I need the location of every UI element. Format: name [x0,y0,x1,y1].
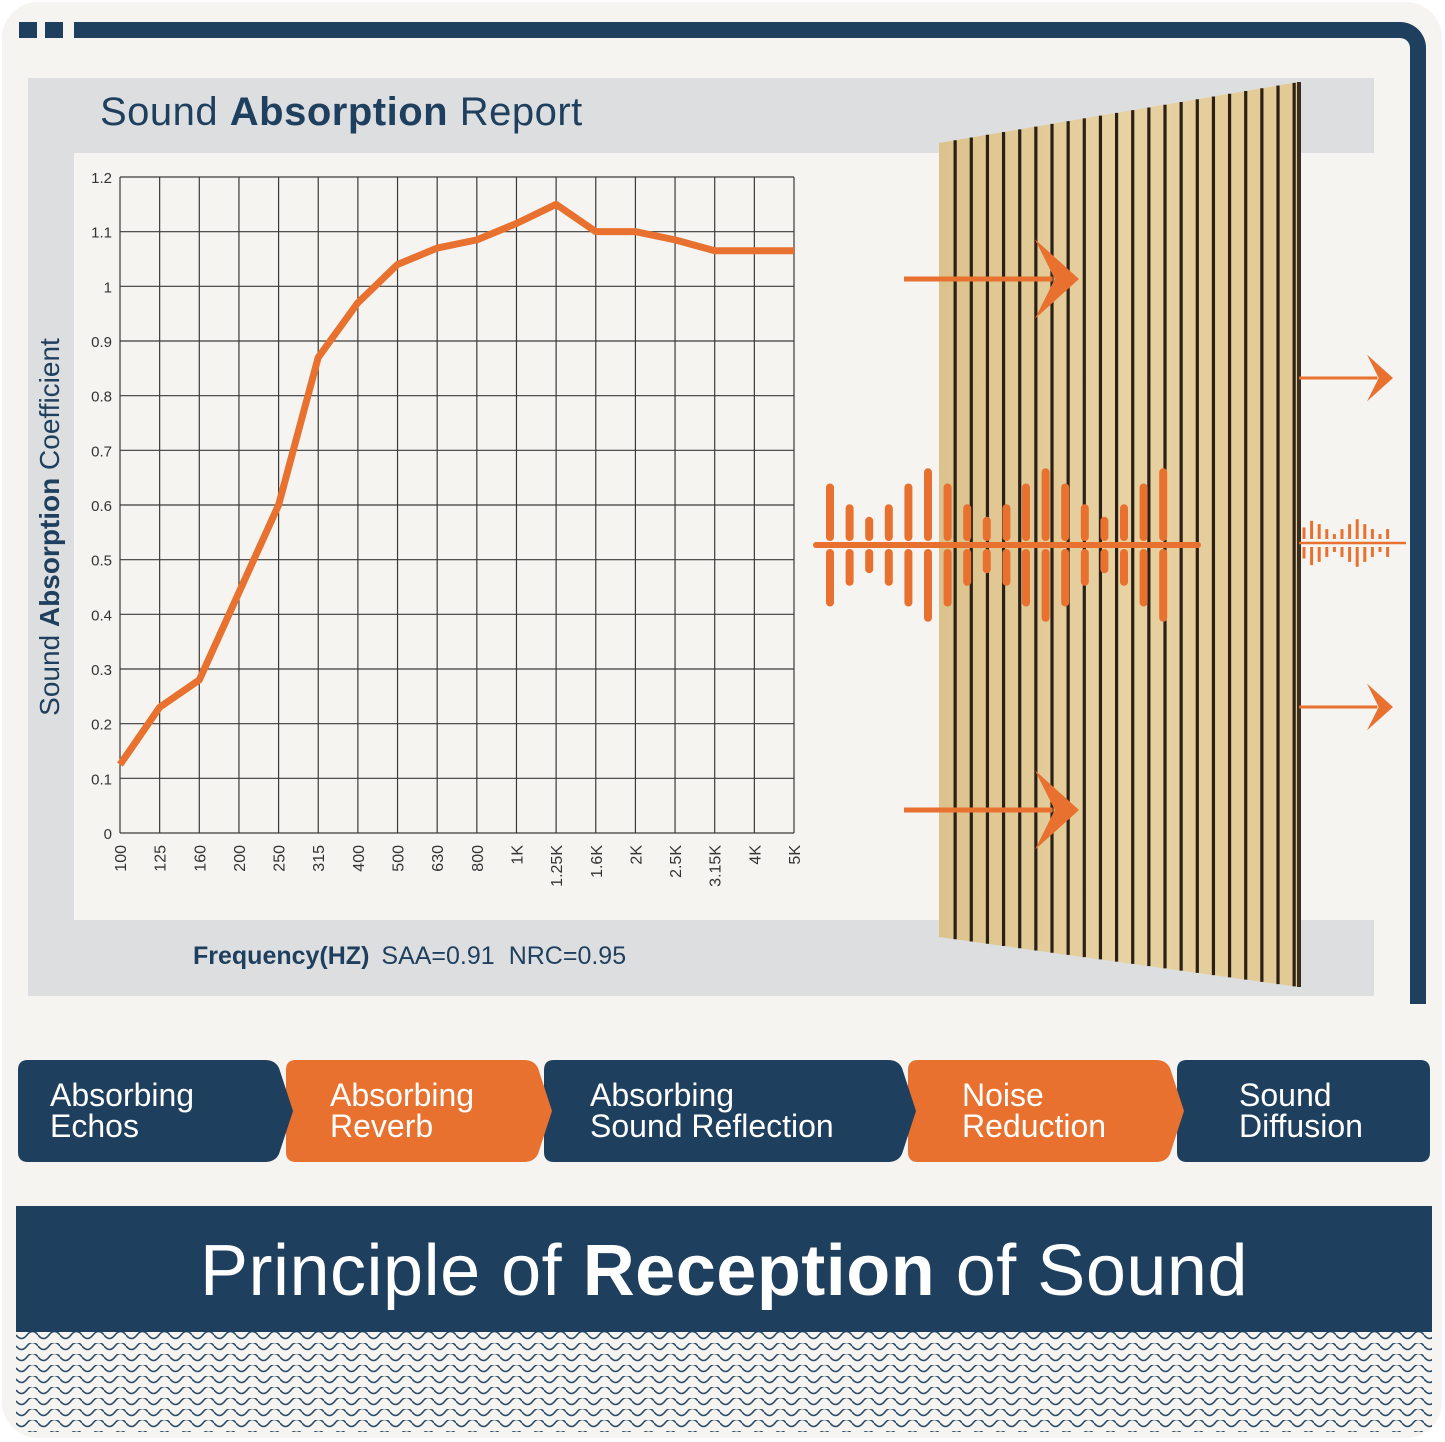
acoustic-panel-illustration [813,82,1406,987]
y-tick-label: 1.1 [91,225,112,242]
outgoing-arrow-icon [1299,683,1393,731]
chart-grid [119,176,795,834]
x-tick-label: 630 [430,845,447,872]
tag-shape [908,1060,1184,1162]
feature-tag-absorbing-sound-reflection[interactable]: Absorbing Sound Reflection [544,1060,916,1162]
x-tick-label: 500 [391,845,408,872]
top-bar-square [45,22,63,38]
y-tick-label: 1 [104,279,112,296]
x-tick-label: 5K [787,845,804,865]
feature-tag-absorbing-reverb[interactable]: Absorbing Reverb [286,1060,552,1162]
x-tick-label: 1.25K [549,845,566,887]
x-tick-label: 125 [153,845,170,872]
x-tick-label: 250 [272,845,289,872]
chart-caption: Frequency(HZ) SAA=0.91 NRC=0.95 [193,942,626,971]
report-title: Sound Absorption Report [100,90,583,135]
x-tick-label: 315 [311,845,328,872]
y-tick-label: 0.6 [91,498,112,515]
banner-title: Principle of Reception of Sound [16,1230,1432,1312]
feature-tag-sound-diffusion[interactable]: Sound Diffusion [1177,1060,1430,1162]
saa-value: SAA=0.91 [381,942,495,970]
x-tick-label: 3.15K [708,845,725,887]
top-bar-square [19,22,37,38]
tag-shape [286,1060,552,1162]
y-tick-label: 0.8 [91,389,112,406]
outgoing-arrow-icon [1299,354,1393,402]
x-tick-label: 160 [192,845,209,872]
tag-shape [1177,1060,1430,1162]
wood-slat-panel [939,82,1301,987]
incoming-arrow-icon [904,239,1079,319]
feature-tag-label: Absorbing Sound Reflection [590,1077,834,1144]
banner-title-suffix: of Sound [935,1231,1248,1311]
absorption-curve [117,200,794,767]
absorption-line-chart: 0 0.1 0.2 0.3 0.4 0.5 0.6 0.7 0.8 0.9 1 1.1 1.2 100 12… [91,170,804,887]
transmitted-sound-wave-icon [1299,519,1406,567]
report-title-suffix: Report [448,90,583,134]
incoming-arrow-icon [904,770,1079,850]
x-tick-label: 1.6K [589,845,606,878]
feature-tag-label: Absorbing Reverb [330,1077,475,1144]
feature-tag-label: Absorbing Echos [50,1077,195,1144]
y-tick-label: 1.2 [91,170,112,187]
feature-tag-absorbing-echos[interactable]: Absorbing Echos [18,1060,293,1162]
nrc-value: NRC=0.95 [508,942,627,970]
x-tick-label: 200 [232,845,249,872]
y-tick-label: 0.5 [91,553,112,570]
y-tick-label: 0 [104,826,112,843]
bottom-banner: Principle of Reception of Sound [16,1206,1432,1332]
tag-shape [544,1060,916,1162]
feature-tag-label: Sound Diffusion [1239,1077,1363,1144]
y-tick-label: 0.2 [91,717,112,734]
feature-tag-noise-reduction[interactable]: Noise Reduction [908,1060,1184,1162]
report-title-bold: Absorption [229,90,449,134]
x-tick-label: 100 [113,845,130,872]
x-tick-label: 800 [470,845,487,872]
y-tick-label: 0.9 [91,334,112,351]
banner-title-prefix: Principle of [200,1231,583,1311]
x-axis-label: Frequency(HZ) [193,942,370,970]
x-tick-label: 400 [351,845,368,872]
x-tick-label: 4K [747,845,764,865]
x-tick-label: 2K [628,845,645,865]
feature-tag-label: Noise Reduction [962,1077,1107,1144]
y-tick-label: 0.3 [91,662,112,679]
y-tick-label: 0.7 [91,443,112,460]
report-title-prefix: Sound [100,90,230,134]
y-tick-label: 0.4 [91,607,112,624]
x-tick-label: 2.5K [668,845,685,878]
incoming-sound-wave-icon [813,468,1201,622]
x-tick-label: 1K [509,845,526,865]
tag-shape [18,1060,293,1162]
banner-title-bold: Reception [582,1231,936,1311]
y-tick-label: 0.1 [91,771,112,788]
navy-frame [74,22,1426,1004]
wave-pattern-decoration [16,1332,1432,1432]
